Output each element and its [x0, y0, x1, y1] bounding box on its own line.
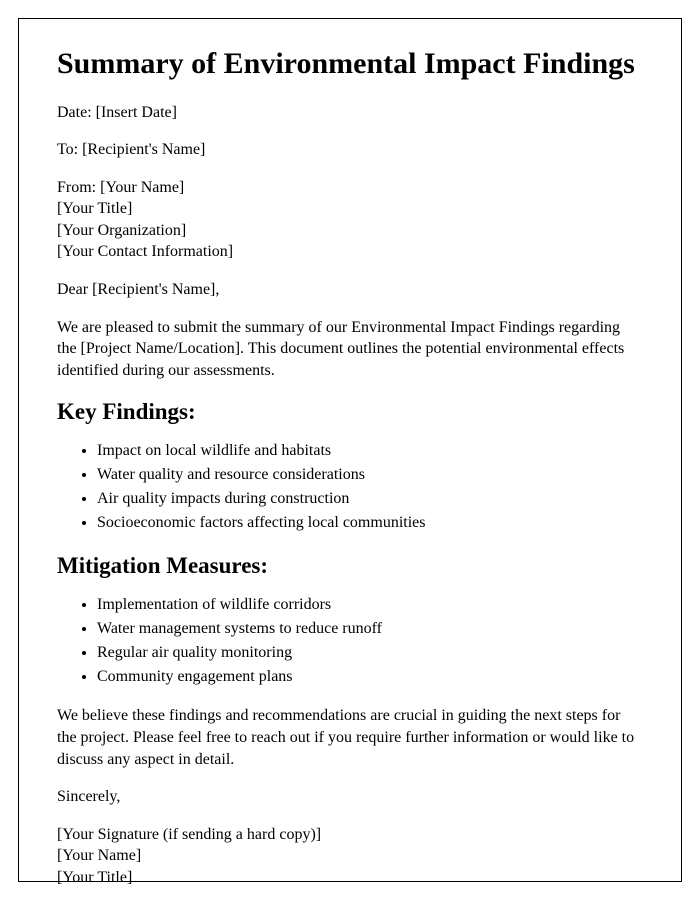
signature-name: [Your Name] [57, 845, 643, 867]
signature-title: [Your Title] [57, 867, 643, 889]
list-item: Impact on local wildlife and habitats [97, 439, 643, 463]
list-item: Water management systems to reduce runof… [97, 617, 643, 641]
to-line: To: [Recipient's Name] [57, 139, 643, 161]
from-organization: [Your Organization] [57, 220, 643, 242]
page-title: Summary of Environmental Impact Findings [57, 47, 643, 82]
signoff: Sincerely, [57, 786, 643, 808]
key-findings-list: Impact on local wildlife and habitats Wa… [57, 439, 643, 535]
from-contact: [Your Contact Information] [57, 241, 643, 263]
intro-paragraph: We are pleased to submit the summary of … [57, 317, 643, 382]
list-item: Water quality and resource consideration… [97, 463, 643, 487]
document-page: Summary of Environmental Impact Findings… [18, 18, 682, 882]
from-title: [Your Title] [57, 198, 643, 220]
list-item: Socioeconomic factors affecting local co… [97, 511, 643, 535]
salutation: Dear [Recipient's Name], [57, 279, 643, 301]
list-item: Air quality impacts during construction [97, 487, 643, 511]
date-line: Date: [Insert Date] [57, 102, 643, 124]
mitigation-list: Implementation of wildlife corridors Wat… [57, 593, 643, 689]
mitigation-heading: Mitigation Measures: [57, 553, 643, 579]
signature-block: [Your Signature (if sending a hard copy)… [57, 824, 643, 889]
from-block: From: [Your Name] [Your Title] [Your Org… [57, 177, 643, 263]
list-item: Community engagement plans [97, 665, 643, 689]
signature-line: [Your Signature (if sending a hard copy)… [57, 824, 643, 846]
closing-paragraph: We believe these findings and recommenda… [57, 705, 643, 770]
list-item: Implementation of wildlife corridors [97, 593, 643, 617]
from-name: From: [Your Name] [57, 177, 643, 199]
list-item: Regular air quality monitoring [97, 641, 643, 665]
key-findings-heading: Key Findings: [57, 399, 643, 425]
